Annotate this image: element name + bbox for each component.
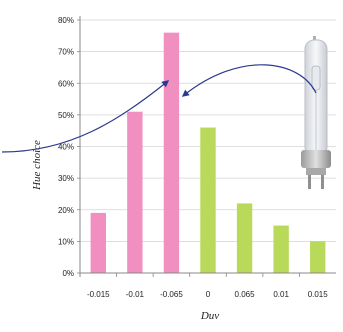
bar-1 — [127, 111, 143, 274]
bar-6 — [310, 241, 326, 273]
bar-4 — [236, 203, 253, 273]
axes — [77, 16, 336, 277]
y-tick-labels: 0% 10% 20% 30% 40% 50% 60% 70% 80% — [58, 16, 74, 278]
bar-5 — [273, 225, 289, 273]
x-tick-label: -0.065 — [160, 290, 183, 299]
y-tick-label: 80% — [58, 16, 74, 25]
y-axis-title: Hue choice — [31, 140, 43, 191]
y-tick-label: 70% — [58, 48, 74, 57]
bar-2 — [163, 32, 180, 274]
y-tick-label: 50% — [58, 111, 74, 120]
y-tick-label: 20% — [58, 206, 74, 215]
x-tick-label: -0.01 — [126, 290, 145, 299]
x-tick-label: 0 — [206, 290, 211, 299]
x-tick-label: 0.01 — [273, 290, 289, 299]
y-tick-label: 60% — [58, 79, 74, 88]
y-tick-label: 0% — [62, 269, 74, 278]
bar-3 — [200, 127, 216, 274]
x-tick-label: 0.065 — [235, 290, 256, 299]
metal-halide-lamp-icon — [301, 36, 331, 189]
x-tick-labels: -0.015 -0.01 -0.065 0 0.065 0.01 0.015 — [87, 290, 328, 299]
y-tick-label: 30% — [58, 174, 74, 183]
y-tick-label: 40% — [58, 143, 74, 152]
x-tick-label: 0.015 — [308, 290, 329, 299]
bar-0 — [90, 212, 106, 273]
x-tick-label: -0.015 — [87, 290, 110, 299]
bars — [90, 32, 326, 274]
x-axis-title: Duv — [200, 310, 219, 322]
y-tick-label: 10% — [58, 237, 74, 246]
arrow-from-lamp — [181, 64, 317, 97]
arrow-from-left — [1, 80, 170, 153]
